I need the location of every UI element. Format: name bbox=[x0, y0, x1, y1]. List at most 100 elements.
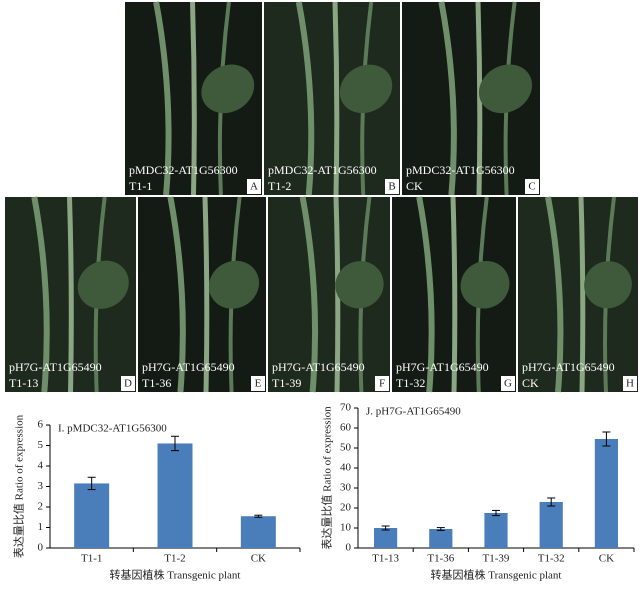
photo-label: pMDC32-AT1G56300 bbox=[268, 163, 377, 177]
stem bbox=[67, 196, 74, 393]
y-tick-label: 5 bbox=[38, 439, 44, 451]
x-tick-label: T1-2 bbox=[164, 553, 185, 565]
photo-label: T1-39 bbox=[272, 376, 301, 390]
y-tick-label: 20 bbox=[340, 502, 352, 514]
photo-label: T1-32 bbox=[396, 376, 425, 390]
stem bbox=[438, 1, 457, 196]
photo-panel: pMDC32-AT1G56300 T1-2 B bbox=[264, 1, 400, 196]
photo-label: T1-1 bbox=[129, 179, 152, 193]
photo-label: pMDC32-AT1G56300 bbox=[406, 163, 515, 177]
photo-label: CK bbox=[406, 179, 423, 193]
stem bbox=[578, 196, 586, 393]
y-tick-label: 50 bbox=[340, 442, 352, 454]
y-tick-label: 2 bbox=[38, 501, 44, 513]
stem bbox=[450, 196, 458, 393]
leaf bbox=[460, 260, 510, 309]
panel-letter: G bbox=[504, 378, 512, 390]
y-tick-label: 40 bbox=[340, 462, 352, 474]
y-tick-label: 70 bbox=[340, 402, 352, 414]
leaf bbox=[208, 260, 260, 309]
photo-panel: pH7G-AT1G65490 T1-32 G bbox=[392, 196, 516, 393]
error-bar bbox=[254, 514, 263, 518]
leaf bbox=[478, 64, 533, 114]
x-tick-label: CK bbox=[251, 553, 266, 565]
panel-letter: H bbox=[626, 378, 634, 390]
panel-letter: B bbox=[388, 181, 395, 193]
photo-label: pH7G-AT1G65490 bbox=[142, 360, 235, 374]
leaf bbox=[201, 64, 255, 114]
bar bbox=[429, 529, 453, 548]
photo-label: T1-36 bbox=[142, 376, 171, 390]
y-axis-label: 表达量比值 Ratio of expression bbox=[320, 406, 334, 550]
photo-label: pH7G-AT1G65490 bbox=[9, 360, 102, 374]
letter-box bbox=[375, 376, 389, 391]
bar bbox=[240, 516, 276, 548]
bar bbox=[157, 443, 193, 548]
y-tick-label: 6 bbox=[38, 419, 44, 431]
stem bbox=[31, 196, 50, 393]
photo-panel: pH7G-AT1G65490 T1-36 E bbox=[138, 196, 266, 393]
stem bbox=[295, 1, 315, 196]
x-axis-label: 转基因植株 Transgenic plant bbox=[431, 568, 562, 582]
leaf bbox=[335, 261, 384, 309]
leaf bbox=[584, 261, 632, 309]
photo-label: pH7G-AT1G65490 bbox=[522, 360, 615, 374]
y-tick-label: 10 bbox=[340, 522, 352, 534]
photo-label: T1-13 bbox=[9, 376, 38, 390]
bar bbox=[594, 439, 618, 548]
letter-box bbox=[623, 376, 637, 391]
photo-label: pH7G-AT1G65490 bbox=[396, 360, 489, 374]
y-tick-label: 0 bbox=[346, 542, 352, 554]
photo-label: CK bbox=[522, 376, 539, 390]
stem bbox=[545, 196, 564, 393]
leaf bbox=[77, 260, 129, 309]
letter-box bbox=[525, 179, 539, 194]
error-bar bbox=[171, 435, 179, 452]
panel-letter: F bbox=[379, 378, 385, 390]
letter-box bbox=[247, 179, 261, 194]
letter-box bbox=[121, 376, 135, 391]
y-tick-label: 30 bbox=[340, 482, 352, 494]
panel-letter: C bbox=[528, 181, 535, 193]
chart-title: I. pMDC32-AT1G56300 bbox=[58, 423, 167, 435]
stem bbox=[202, 196, 210, 393]
photo-label: T1-2 bbox=[268, 179, 291, 193]
panel-letter: E bbox=[255, 378, 262, 390]
y-tick-label: 3 bbox=[38, 480, 44, 492]
y-tick-label: 1 bbox=[38, 521, 44, 533]
bar bbox=[74, 483, 110, 548]
photo-panel: pH7G-AT1G65490 T1-39 F bbox=[268, 196, 390, 393]
stem bbox=[153, 1, 172, 196]
bar bbox=[374, 528, 398, 548]
photo-panel: pH7G-AT1G65490 T1-13 D bbox=[5, 196, 136, 393]
x-tick-label: T1-39 bbox=[483, 553, 510, 565]
stem bbox=[416, 196, 435, 393]
letter-box bbox=[251, 376, 265, 391]
error-bar bbox=[492, 509, 500, 517]
photo-panel: pMDC32-AT1G56300 T1-1 A bbox=[125, 1, 262, 196]
x-tick-label: CK bbox=[599, 553, 614, 565]
x-tick-label: T1-13 bbox=[372, 553, 399, 565]
stem bbox=[190, 1, 197, 196]
bar bbox=[484, 513, 508, 548]
y-tick-label: 4 bbox=[38, 460, 44, 472]
stem bbox=[299, 196, 319, 393]
error-bar bbox=[87, 476, 96, 491]
stem bbox=[167, 196, 186, 393]
x-tick-label: T1-36 bbox=[427, 553, 454, 565]
panel-letter: A bbox=[250, 181, 258, 193]
error-bar bbox=[436, 527, 445, 531]
panel-letter: D bbox=[124, 378, 132, 390]
stem bbox=[332, 1, 340, 196]
photo-panel: pMDC32-AT1G56300 CK C bbox=[402, 1, 540, 196]
leaf bbox=[339, 64, 393, 114]
x-tick-label: T1-1 bbox=[81, 553, 102, 565]
photo-label: pMDC32-AT1G56300 bbox=[129, 163, 238, 177]
letter-box bbox=[385, 179, 399, 194]
letter-box bbox=[501, 376, 515, 391]
stem bbox=[475, 1, 483, 196]
chart-title: J. pH7G-AT1G65490 bbox=[366, 406, 461, 418]
y-axis-label: 表达量比值 Ratio of expression bbox=[12, 414, 26, 558]
error-bar bbox=[602, 431, 611, 447]
